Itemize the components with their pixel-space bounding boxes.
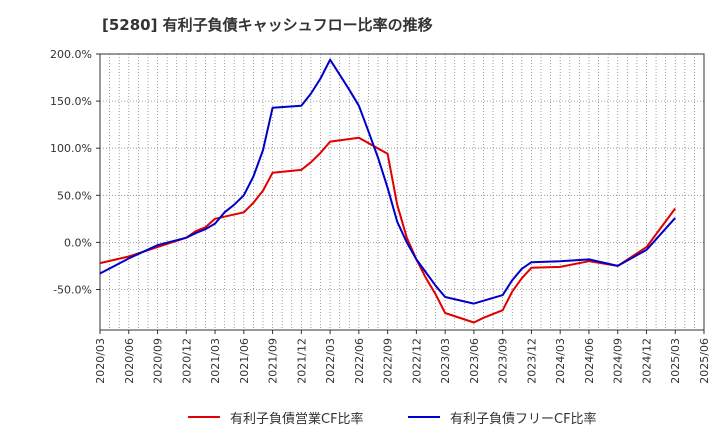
x-tick-label: 2021/06 <box>238 338 251 384</box>
legend-item-free-cf: 有利子負債フリーCF比率 <box>408 405 597 429</box>
plot-frame <box>99 53 705 331</box>
legend: 有利子負債営業CF比率 有利子負債フリーCF比率 <box>0 405 720 429</box>
x-tick-label: 2020/03 <box>94 338 107 384</box>
x-tick-label: 2020/12 <box>180 338 193 384</box>
x-tick-label: 2025/06 <box>698 338 711 384</box>
x-tick-label: 2021/03 <box>209 338 222 384</box>
chart-title: [5280] 有利子負債キャッシュフロー比率の推移 <box>102 16 433 34</box>
x-tick-label: 2022/12 <box>410 338 423 384</box>
legend-swatch-free-cf <box>408 416 440 418</box>
x-tick-label: 2022/03 <box>324 338 337 384</box>
x-tick-label: 2022/09 <box>382 338 395 384</box>
y-tick-label: 50.0% <box>57 189 92 202</box>
y-tick-label: 0.0% <box>64 236 92 249</box>
plot-background <box>100 54 704 330</box>
series-line-0 <box>99 136 677 324</box>
y-tick-label: 150.0% <box>50 95 92 108</box>
y-tick-labels: 200.0% 150.0% 100.0% 50.0% 0.0% -50.0% <box>50 48 100 296</box>
legend-swatch-operating-cf <box>188 416 220 418</box>
x-tick-label: 2023/03 <box>439 338 452 384</box>
series-lines <box>99 58 677 324</box>
x-tick-label: 2022/06 <box>353 338 366 384</box>
x-tick-label: 2024/12 <box>640 338 653 384</box>
legend-item-operating-cf: 有利子負債営業CF比率 <box>188 405 364 429</box>
x-tick-label: 2023/06 <box>468 338 481 384</box>
x-tick-label: 2021/12 <box>295 338 308 384</box>
x-tick-label: 2020/09 <box>152 338 165 384</box>
x-tick-label: 2025/03 <box>669 338 682 384</box>
plot-area <box>100 54 704 330</box>
y-tick-label: -50.0% <box>53 283 92 296</box>
y-tick-label: 200.0% <box>50 48 92 61</box>
x-tick-label: 2020/06 <box>123 338 136 384</box>
x-tick-labels: 2020/03 2020/06 2020/09 2020/12 2021/03 2021/… <box>94 330 711 384</box>
legend-label-operating-cf: 有利子負債営業CF比率 <box>230 411 364 427</box>
x-tick-label: 2024/06 <box>583 338 596 384</box>
x-tick-label: 2024/03 <box>554 338 567 384</box>
axes <box>99 53 705 331</box>
x-tick-label: 2023/12 <box>525 338 538 384</box>
x-tick-label: 2024/09 <box>612 338 625 384</box>
x-tick-label: 2021/09 <box>267 338 280 384</box>
y-tick-label: 100.0% <box>50 142 92 155</box>
legend-label-free-cf: 有利子負債フリーCF比率 <box>450 411 597 427</box>
series-line-1 <box>99 58 676 305</box>
x-tick-label: 2023/09 <box>497 338 510 384</box>
